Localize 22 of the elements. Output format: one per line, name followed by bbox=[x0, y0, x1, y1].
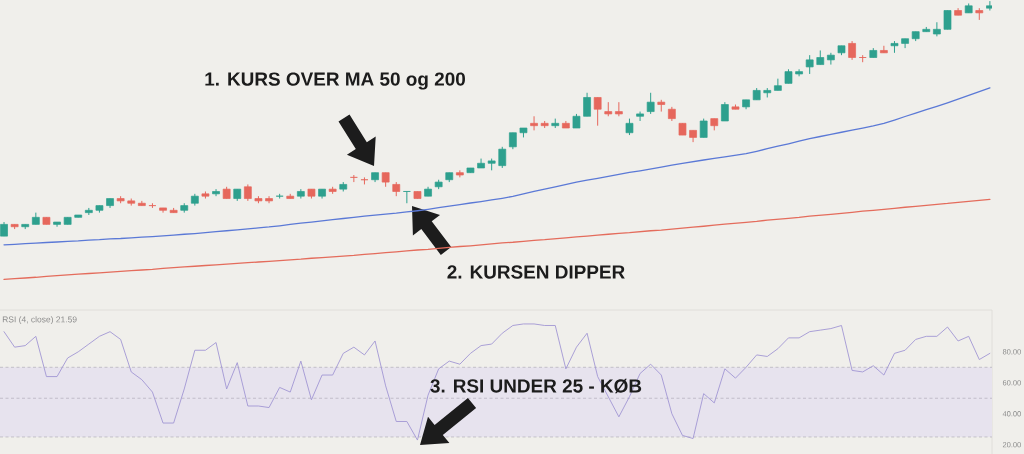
candlestick bbox=[827, 52, 835, 66]
text: RSI (4, close) 21.59 bbox=[2, 316, 77, 325]
text: 2. KURSEN DIPPER bbox=[447, 265, 625, 279]
candlestick bbox=[593, 96, 602, 127]
candlestick bbox=[583, 92, 591, 117]
annotation: 1. KURS OVER MA 50 og 200 bbox=[205, 72, 465, 90]
candlestick bbox=[943, 10, 952, 30]
annotation: 3. RSI UNDER 25 - KØB bbox=[430, 378, 642, 394]
candlestick bbox=[805, 54, 814, 75]
candlestick bbox=[212, 188, 220, 197]
candlestick bbox=[721, 101, 729, 122]
candlestick bbox=[530, 115, 538, 131]
candlestick bbox=[880, 45, 888, 54]
candlestick bbox=[848, 40, 856, 61]
candlestick bbox=[498, 146, 507, 169]
candlestick bbox=[699, 118, 708, 138]
candlestick bbox=[933, 21, 941, 37]
candlestick bbox=[986, 0, 993, 12]
candlestick bbox=[774, 78, 782, 91]
candlestick bbox=[646, 92, 655, 115]
candlestick bbox=[636, 111, 644, 122]
candlestick bbox=[615, 101, 623, 117]
